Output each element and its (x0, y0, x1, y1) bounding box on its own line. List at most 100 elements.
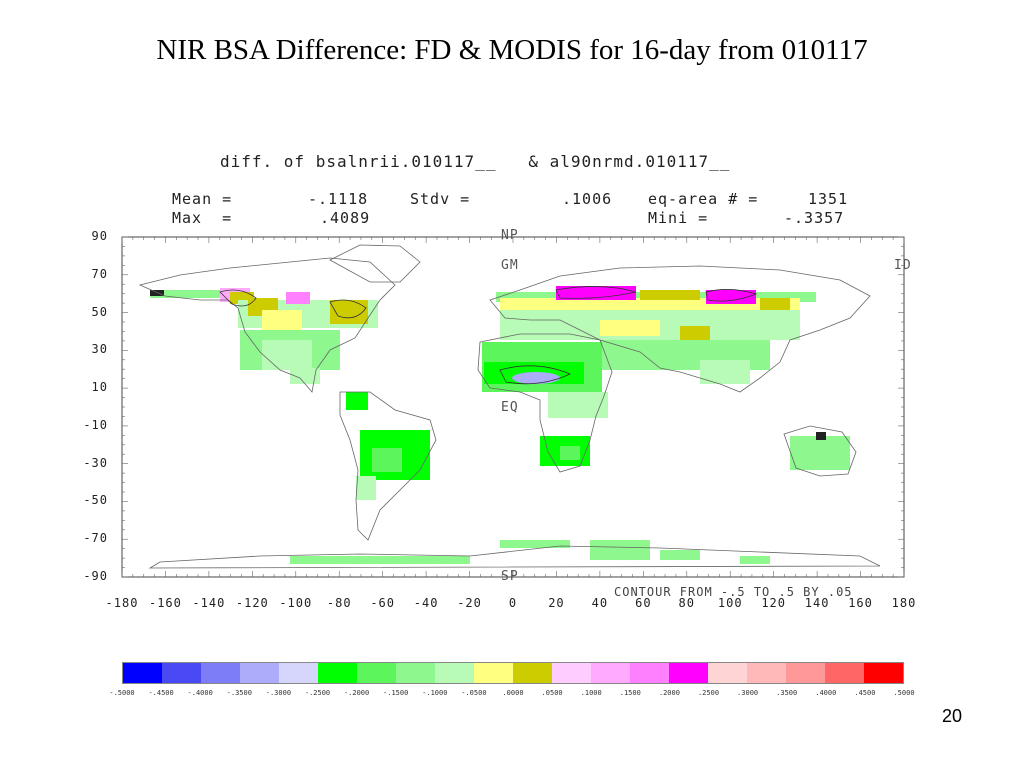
colorbar-swatch (474, 663, 513, 683)
colorbar-swatch (825, 663, 864, 683)
x-tick-label: 180 (891, 596, 917, 610)
colorbar-label: -.1000 (422, 689, 448, 697)
field-patch (290, 368, 320, 384)
colorbar-swatch (357, 663, 396, 683)
x-tick-label: -80 (326, 596, 352, 610)
greenland-outline (329, 244, 421, 283)
x-tick-label: 20 (548, 596, 565, 610)
colorbar-swatch (435, 663, 474, 683)
marker-eq: EQ (501, 400, 519, 415)
axis-tick-marks (121, 236, 905, 578)
x-tick-label: 140 (804, 596, 830, 610)
y-tick-label: 30 (91, 342, 108, 357)
colorbar-label: -.2000 (343, 689, 370, 697)
colorbar-swatch (669, 663, 708, 683)
marker-gm: GM (501, 258, 519, 273)
field-patch (346, 392, 368, 410)
y-tick-label: 50 (91, 304, 108, 319)
field-patch (740, 556, 770, 564)
x-tick-label: 40 (591, 596, 609, 610)
colorbar-swatch (162, 663, 201, 683)
field-patch (356, 476, 376, 500)
field-patch (286, 292, 310, 304)
slide-title: NIR BSA Difference: FD & MODIS for 16-da… (156, 34, 868, 66)
y-tick-label: -30 (83, 455, 108, 470)
colorbar-label: .5000 (893, 689, 915, 697)
contour-note: CONTOUR FROM -.5 TO .5 BY .05 (614, 585, 853, 599)
colorbar-label: .3000 (737, 689, 759, 697)
stdv-label: Stdv = (410, 190, 471, 208)
field-patch (590, 540, 650, 560)
colorbar (122, 662, 904, 684)
field-patch (500, 540, 570, 548)
field-patch (262, 340, 312, 370)
eqarea-value: 1351 (808, 190, 849, 208)
field-patch (790, 436, 850, 470)
colorbar-swatch (591, 663, 630, 683)
contour-line (219, 289, 257, 307)
marker-sp: SP (501, 569, 519, 584)
africa-outline (477, 333, 613, 473)
field-patch (560, 446, 580, 460)
eurasia-outline (489, 265, 871, 393)
x-tick-label: -140 (192, 596, 226, 610)
contour-line (555, 286, 637, 299)
colorbar-swatch (630, 663, 669, 683)
colorbar-label: -.4000 (187, 689, 213, 697)
south-america-outline (339, 391, 437, 541)
y-tick-label: -90 (83, 569, 108, 583)
y-tick-label: -70 (83, 531, 108, 546)
min-label: Mini = (648, 209, 709, 227)
y-tick-label: 70 (91, 266, 108, 281)
marker-np: NP (501, 228, 519, 243)
colorbar-label: .4500 (854, 689, 876, 697)
x-tick-label: -60 (370, 596, 395, 610)
colorbar-label: -.1500 (383, 689, 409, 697)
difference-field (150, 286, 850, 564)
colorbar-swatch (513, 663, 552, 683)
x-tick-label: -100 (279, 596, 313, 610)
colorbar-swatch (201, 663, 240, 683)
field-patch (150, 290, 164, 296)
colorbar-label: -.3000 (265, 689, 292, 697)
field-patch (556, 286, 636, 300)
field-patch (816, 432, 826, 440)
colorbar-swatch (552, 663, 591, 683)
field-patch (548, 392, 608, 418)
colorbar-label: .0000 (502, 689, 524, 697)
mean-label: Mean = (172, 190, 233, 208)
x-tick-label: 60 (635, 596, 652, 610)
colorbar-label: .3500 (776, 689, 798, 697)
stdv-value: .1006 (562, 190, 613, 208)
x-tick-label: 160 (848, 596, 873, 610)
plot-subtitle: diff. of bsalnrii.010117__ & al90nrmd.01… (220, 152, 731, 171)
field-patch (700, 360, 750, 384)
y-tick-label: -50 (83, 493, 108, 508)
eqarea-label: eq-area # = (648, 190, 759, 208)
y-tick-label: 90 (91, 229, 108, 243)
colorbar-swatch (864, 663, 903, 683)
colorbar-swatch (279, 663, 318, 683)
x-tick-label: 120 (761, 596, 786, 610)
colorbar-swatch (786, 663, 825, 683)
colorbar-label: .1000 (580, 689, 602, 697)
field-patch (150, 290, 230, 298)
field-patch (760, 298, 790, 312)
colorbar-label: -.5000 (109, 689, 135, 697)
x-tick-label: -40 (413, 596, 439, 610)
colorbar-swatch (747, 663, 786, 683)
x-tick-label: -180 (105, 596, 139, 610)
field-patch (330, 300, 368, 324)
field-patch (706, 290, 756, 304)
field-patch (680, 326, 710, 340)
australia-outline (783, 425, 857, 477)
x-tick-label: 80 (678, 596, 695, 610)
colorbar-swatch (708, 663, 747, 683)
contour-lines (219, 286, 758, 385)
colorbar-label: -.3500 (226, 689, 252, 697)
colorbar-label: -.4500 (148, 689, 174, 697)
contour-line (705, 289, 758, 302)
field-patch (512, 372, 560, 384)
